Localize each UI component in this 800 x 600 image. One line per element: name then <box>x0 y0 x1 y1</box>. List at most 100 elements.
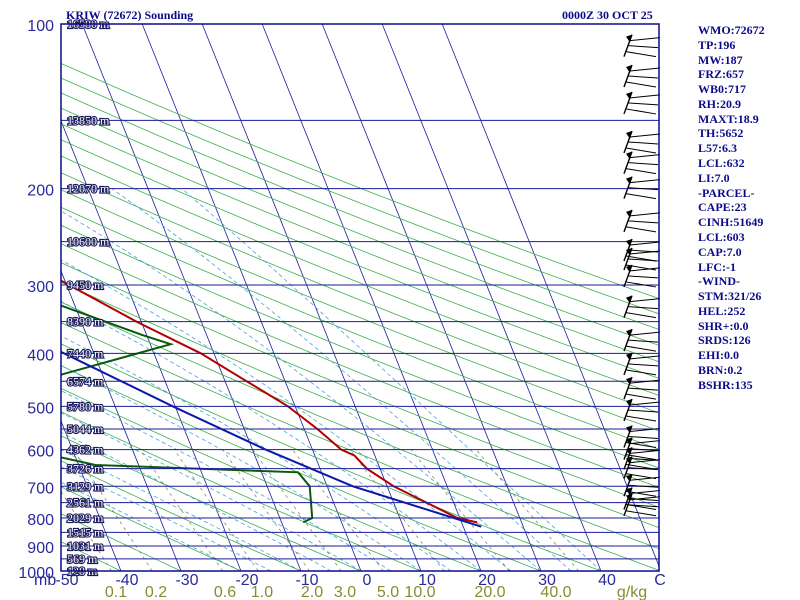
height-label: 4362 m <box>67 443 104 457</box>
index-item: EHI:0.0 <box>698 348 740 363</box>
index-item: CINH:51649 <box>698 215 764 230</box>
wind-barb <box>623 64 661 88</box>
index-item: MAXT:18.9 <box>698 111 759 126</box>
height-label: 2029 m <box>67 511 104 525</box>
isobar-lines <box>61 23 659 572</box>
dry-adiabat <box>61 281 659 529</box>
height-label: 1031 m <box>67 539 104 553</box>
index-item: FRZ:657 <box>698 67 744 82</box>
index-item: TH:5652 <box>698 126 744 141</box>
sounding-time: 0000Z 30 OCT 25 <box>562 8 653 22</box>
mixing-ratio-label: 1.0 <box>251 584 273 600</box>
index-item: L57:6.3 <box>698 141 737 156</box>
mixing-ratio-label: 20.0 <box>474 584 505 600</box>
isotherm-line <box>381 24 602 571</box>
mixing-ratio-line <box>475 449 580 571</box>
mixing-ratio-label: 2.0 <box>301 584 323 600</box>
temperature-trace <box>61 279 478 524</box>
height-label: 8390 m <box>67 315 104 329</box>
moist-adiabat <box>61 431 332 571</box>
height-label: 5780 m <box>67 399 104 413</box>
index-item: SHR+:0.0 <box>698 318 749 333</box>
wind-barb <box>623 398 661 422</box>
index-item: BRN:0.2 <box>698 362 743 377</box>
index-item: SRDS:126 <box>698 333 751 348</box>
mixing-ratio-unit-label: g/kg <box>617 584 647 600</box>
index-item: CAPE:23 <box>698 200 747 215</box>
index-item: WB0:717 <box>698 82 746 97</box>
moist-adiabat <box>61 412 362 571</box>
height-label: 9450 m <box>67 278 104 292</box>
wind-barb <box>623 352 661 376</box>
moist-adiabat <box>61 364 422 571</box>
height-label: 13850 m <box>67 113 110 127</box>
index-item: -WIND- <box>698 274 740 289</box>
isotherm-line <box>61 269 182 571</box>
mixing-ratio-label: 3.0 <box>334 584 356 600</box>
isotherm-line <box>61 119 242 571</box>
height-label: 1515 m <box>67 525 104 539</box>
temperature-unit-label: C <box>654 572 666 589</box>
mixing-ratio-label: 0.1 <box>105 584 127 600</box>
index-item: LCL:603 <box>698 229 745 244</box>
index-item: -PARCEL- <box>698 185 755 200</box>
index-item: MW:187 <box>698 52 743 67</box>
isotherm-line <box>141 24 362 571</box>
wind-barb <box>623 264 661 288</box>
station-title: KRIW (72672) Sounding <box>66 8 194 22</box>
height-label: 569 m <box>67 552 98 566</box>
temperature-tick-label: 30 <box>538 572 556 589</box>
temperature-tick-label: 20 <box>478 572 496 589</box>
mixing-ratio-line <box>292 449 384 571</box>
pressure-tick-label: 700 <box>27 480 54 497</box>
height-label: 12070 m <box>67 182 110 196</box>
mixing-ratio-label: 5.0 <box>377 584 399 600</box>
pressure-unit-label: mb <box>34 572 56 589</box>
index-item: WMO:72672 <box>698 23 765 37</box>
index-item: TP:196 <box>698 37 736 52</box>
index-item: CAP:7.0 <box>698 244 742 259</box>
mixing-ratio-label: 40.0 <box>540 584 571 600</box>
index-item: HEL:252 <box>698 303 746 318</box>
wind-barb <box>623 151 661 175</box>
wind-barb <box>623 328 661 352</box>
pressure-tick-label: 600 <box>27 444 54 461</box>
height-label: 3129 m <box>67 479 104 493</box>
index-item: LFC:-1 <box>698 259 736 274</box>
wind-barb <box>623 91 661 115</box>
dry-adiabat <box>61 411 422 571</box>
height-label: 7440 m <box>67 346 104 360</box>
index-item: RH:20.9 <box>698 96 741 111</box>
temperature-tick-label: -10 <box>295 572 318 589</box>
isotherm-line <box>201 24 422 571</box>
temperature-tick-label: -20 <box>235 572 258 589</box>
height-label: 3726 m <box>67 462 104 476</box>
moist-adiabat <box>61 300 482 571</box>
wind-barb <box>623 295 661 319</box>
wind-barb <box>623 176 661 200</box>
pressure-tick-label: 400 <box>27 347 54 364</box>
temperature-tick-label: -30 <box>175 572 198 589</box>
wind-barbs <box>623 34 661 517</box>
pressure-tick-label: 900 <box>27 540 54 557</box>
height-label: 10600 m <box>67 235 110 249</box>
wind-barb <box>623 493 661 517</box>
isotherm-line <box>441 24 659 568</box>
plot-frame <box>60 23 660 572</box>
index-panel: WMO:72672 TP:196 MW:187 FRZ:657 WB0:717 RH:20… <box>698 23 798 393</box>
temperature-tick-label: 40 <box>598 572 616 589</box>
height-label: 5044 m <box>67 422 104 436</box>
height-label: 2561 m <box>67 496 104 510</box>
mixing-ratio-label: 0.6 <box>214 584 236 600</box>
pressure-tick-label: 500 <box>27 400 54 417</box>
index-item: LCL:632 <box>698 156 745 171</box>
temperature-tick-label: 0 <box>363 572 372 589</box>
height-label: 6574 m <box>67 374 104 388</box>
pressure-tick-label: 200 <box>27 183 54 200</box>
wind-barb <box>623 209 661 233</box>
pressure-tick-label: 1000 <box>18 565 54 582</box>
wind-barb <box>623 437 661 461</box>
